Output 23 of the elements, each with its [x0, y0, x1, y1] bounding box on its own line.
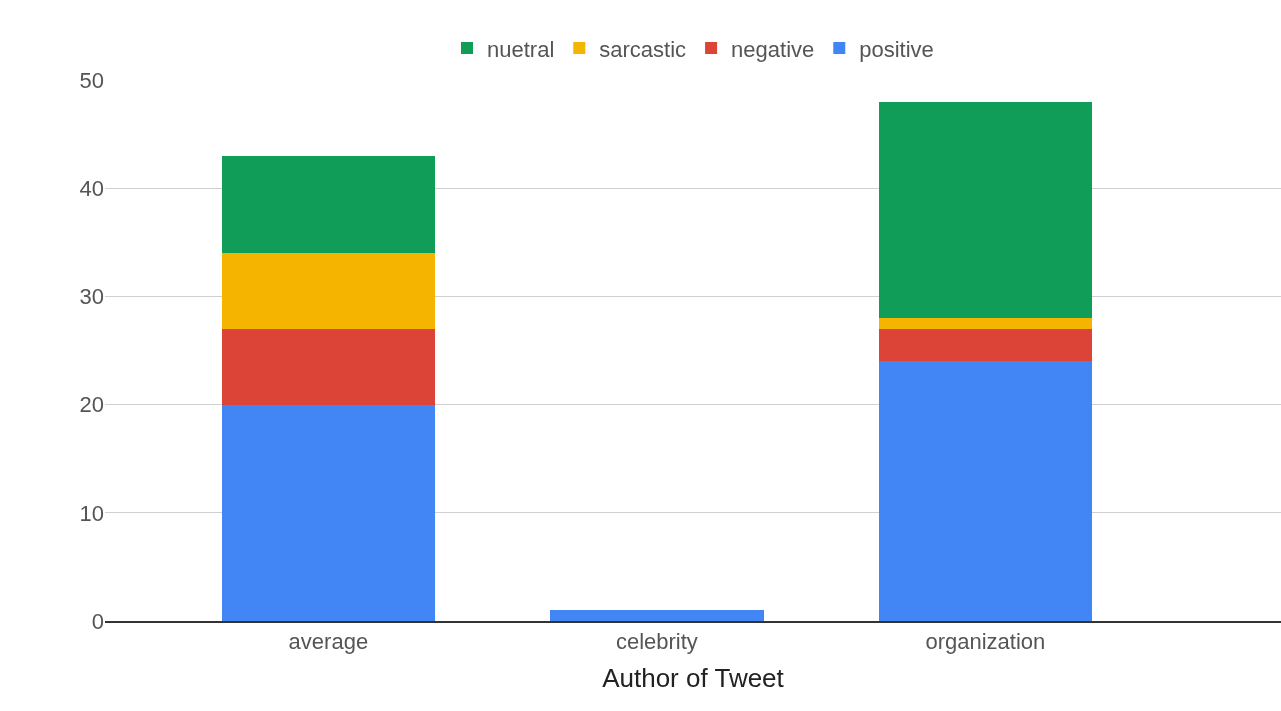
bar	[221, 328, 436, 405]
x-axis-title: Author of Tweet	[602, 662, 785, 693]
legend-label: sarcastic	[599, 36, 687, 62]
bar	[878, 361, 1093, 621]
bar	[221, 155, 436, 254]
legend-label: nuetral	[487, 36, 555, 62]
y-tick-label: 40	[79, 175, 104, 201]
legend-label: negative	[731, 36, 815, 62]
y-tick-label: 30	[79, 284, 104, 310]
bar	[221, 404, 436, 621]
x-tick-label: organization	[925, 629, 1046, 655]
bar	[878, 318, 1093, 329]
x-tick-label: celebrity	[615, 629, 698, 655]
bar	[550, 610, 764, 621]
legend-label: positive	[859, 36, 934, 62]
bar	[878, 101, 1093, 319]
bar	[878, 328, 1093, 362]
x-tick-label: average	[288, 629, 369, 655]
y-tick-label: 0	[91, 608, 104, 634]
y-tick-label: 50	[79, 67, 104, 93]
bar	[221, 253, 436, 329]
y-tick-label: 20	[79, 392, 104, 418]
y-tick-label: 10	[79, 500, 104, 526]
